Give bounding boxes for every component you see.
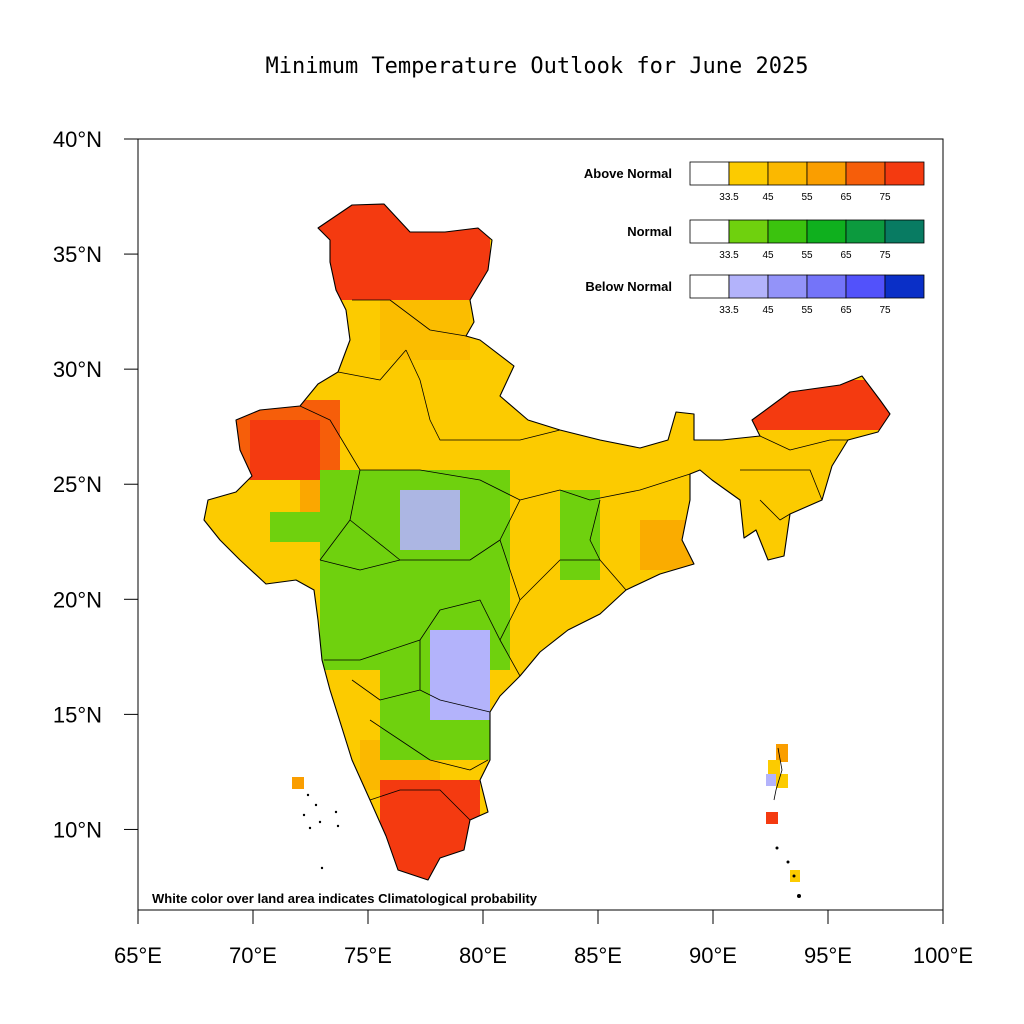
legend-row-above-normal: Above Normal 33.5 45 55 65 75: [584, 161, 925, 203]
lon-tick-label: 100°E: [913, 943, 973, 968]
lat-tick-label: 40°N: [53, 127, 102, 152]
lat-tick-label: 15°N: [53, 702, 102, 727]
andaman-cell-1: [776, 744, 788, 762]
legend-tick-label: 45: [762, 250, 774, 261]
legend-swatch: [689, 219, 730, 244]
map-title: Minimum Temperature Outlook for June 202…: [265, 54, 808, 79]
field-below-telangana: [430, 630, 490, 720]
lon-tick-label: 90°E: [689, 943, 737, 968]
andaman-cell-5: [766, 812, 778, 824]
legend-tick-label: 45: [762, 305, 774, 316]
legend-tick-label: 75: [879, 250, 891, 261]
lakshadweep-cell: [292, 777, 304, 789]
lat-tick-label: 25°N: [53, 472, 102, 497]
lon-tick-label: 75°E: [344, 943, 392, 968]
field-above-75-rajasthan: [250, 420, 320, 480]
lat-tick-label: 20°N: [53, 587, 102, 612]
legend-swatch: [845, 219, 886, 244]
legend-swatch: [806, 274, 847, 299]
field-above-45-north: [380, 300, 470, 360]
legend-swatch: [806, 219, 847, 244]
island-groups: [292, 744, 801, 898]
climatology-footnote: White color over land area indicates Cli…: [152, 891, 538, 906]
legend-swatch: [767, 161, 808, 186]
probability-legend: Above Normal 33.5 45 55 65 75 Normal 33.5 45 55 65…: [584, 161, 925, 316]
legend-tick-label: 45: [762, 192, 774, 203]
forecast-field: [204, 204, 890, 880]
legend-tick-label: 55: [801, 305, 813, 316]
andaman-cell-2: [768, 760, 780, 774]
legend-swatch: [728, 274, 769, 299]
legend-tick-label: 65: [840, 305, 852, 316]
field-below-central: [400, 490, 460, 550]
legend-category-label: Below Normal: [585, 279, 672, 294]
legend-swatch: [728, 161, 769, 186]
lon-tick-label: 85°E: [574, 943, 622, 968]
legend-swatch: [767, 219, 808, 244]
legend-tick-label: 65: [840, 250, 852, 261]
longitude-axis: 65°E 70°E 75°E 80°E 85°E 90°E 95°E 100°E: [114, 910, 973, 968]
legend-tick-label: 33.5: [719, 250, 739, 261]
legend-tick-label: 55: [801, 192, 813, 203]
andaman-cell-4: [776, 774, 788, 788]
legend-category-label: Above Normal: [584, 166, 672, 181]
state-boundaries: [299, 299, 848, 821]
field-normal-jharkhand: [560, 490, 600, 580]
plot-frame: [137, 138, 944, 911]
lon-tick-label: 95°E: [804, 943, 852, 968]
lon-tick-label: 70°E: [229, 943, 277, 968]
legend-swatch: [806, 161, 847, 186]
lon-tick-label: 65°E: [114, 943, 162, 968]
legend-swatch: [689, 274, 730, 299]
india-boundary: [203, 203, 891, 881]
lat-tick-label: 10°N: [53, 817, 102, 842]
map-plot-area: [203, 203, 891, 898]
legend-tick-label: 33.5: [719, 305, 739, 316]
legend-swatch: [884, 219, 925, 244]
lon-tick-label: 80°E: [459, 943, 507, 968]
legend-swatch: [884, 161, 925, 186]
legend-swatch: [884, 274, 925, 299]
legend-row-below-normal: Below Normal 33.5 45 55 65 75: [585, 274, 925, 316]
lat-tick-label: 30°N: [53, 357, 102, 382]
legend-tick-label: 75: [879, 305, 891, 316]
field-normal-gujarat: [270, 512, 320, 542]
andaman-cell-3: [766, 774, 778, 786]
legend-tick-label: 75: [879, 192, 891, 203]
field-above-75-south: [380, 780, 480, 880]
legend-swatch: [689, 161, 730, 186]
legend-category-label: Normal: [627, 224, 672, 239]
legend-swatch: [728, 219, 769, 244]
legend-swatch: [845, 274, 886, 299]
legend-tick-label: 33.5: [719, 192, 739, 203]
field-above-33: [204, 204, 890, 880]
legend-swatch: [845, 161, 886, 186]
lat-tick-label: 35°N: [53, 242, 102, 267]
legend-tick-label: 65: [840, 192, 852, 203]
field-above-55-bengal: [640, 520, 700, 570]
legend-swatch: [767, 274, 808, 299]
latitude-axis: 10°N 15°N 20°N 25°N 30°N 35°N 40°N: [53, 127, 138, 842]
field-above-75-kashmir: [300, 204, 490, 300]
legend-tick-label: 55: [801, 250, 813, 261]
legend-row-normal: Normal 33.5 45 55 65 75: [627, 219, 925, 261]
